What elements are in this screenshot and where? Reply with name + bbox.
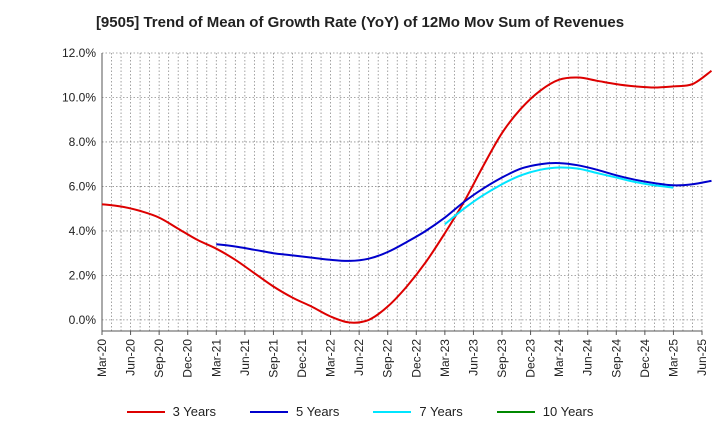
x-tick-label: Sep-21 [266, 339, 280, 378]
legend-label-7-years: 7 Years [419, 404, 463, 419]
x-tick-label: Jun-20 [124, 339, 138, 376]
x-tick-label: Jun-22 [352, 339, 366, 376]
x-tick-label: Mar-25 [666, 339, 680, 377]
series-line-5-years [216, 162, 712, 262]
x-tick-label: Mar-24 [552, 339, 566, 377]
legend-item-10-years: 10 Years [496, 404, 594, 419]
legend-item-5-years: 5 Years [250, 404, 339, 419]
x-tick-label: Mar-23 [438, 339, 452, 377]
plot-area [102, 53, 702, 331]
legend-swatch-3-years [126, 410, 165, 413]
y-tick-label: 6.0% [69, 179, 97, 193]
series-line-3-years [101, 69, 713, 324]
y-tick-label: 4.0% [69, 224, 97, 238]
chart-title: [9505] Trend of Mean of Growth Rate (YoY… [95, 14, 625, 31]
x-tick-label: Mar-22 [324, 339, 338, 377]
x-tick-label: Dec-20 [181, 339, 195, 378]
x-tick-label: Mar-20 [95, 339, 109, 377]
x-tick-label: Jun-21 [238, 339, 252, 376]
legend-label-3-years: 3 Years [172, 404, 216, 419]
series-line-7-years [444, 166, 674, 225]
legend-swatch-5-years [250, 410, 288, 413]
x-tick-label: Sep-23 [495, 339, 509, 378]
x-tick-label: Dec-24 [638, 339, 652, 378]
legend-label-10-years: 10 Years [542, 404, 594, 419]
x-tick-label: Jun-23 [466, 339, 480, 376]
x-tick-label: Dec-23 [524, 339, 538, 378]
y-tick-label: 2.0% [69, 268, 97, 282]
x-tick-label: Sep-20 [152, 339, 166, 378]
x-tick-label: Jun-25 [695, 339, 709, 376]
legend-item-7-years: 7 Years [373, 404, 463, 419]
y-tick-label: 10.0% [62, 90, 96, 104]
legend-swatch-10-years [496, 410, 535, 413]
y-tick-label: 8.0% [69, 135, 97, 149]
y-tick-label: 12.0% [62, 46, 96, 60]
x-tick-label: Mar-21 [209, 339, 223, 377]
y-tick-label: 0.0% [69, 313, 97, 327]
legend-label-5-years: 5 Years [296, 404, 340, 419]
legend-item-3-years: 3 Years [126, 404, 216, 419]
x-tick-label: Sep-22 [381, 339, 395, 378]
x-tick-label: Dec-22 [409, 339, 423, 378]
x-tick-label: Dec-21 [295, 339, 309, 378]
x-tick-label: Jun-24 [581, 339, 595, 376]
legend: 3 Years 5 Years 7 Years 10 Years [0, 404, 720, 419]
x-tick-label: Sep-24 [609, 339, 623, 378]
legend-swatch-7-years [373, 410, 412, 413]
